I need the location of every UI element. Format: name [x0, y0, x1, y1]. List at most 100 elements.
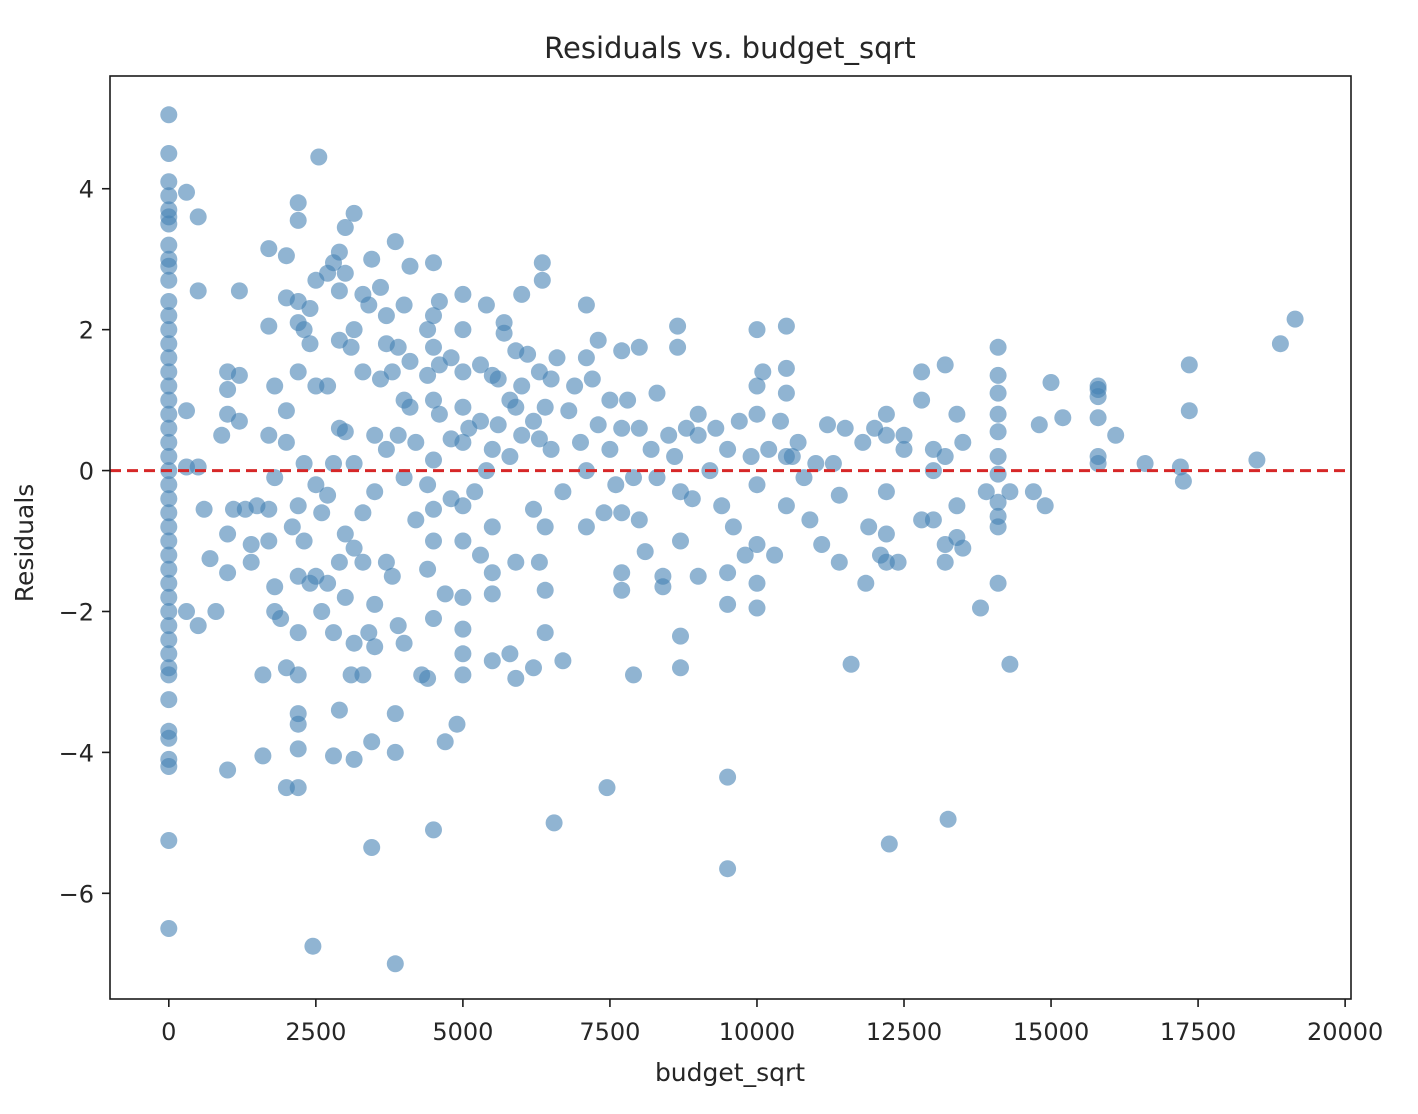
scatter-point — [589, 331, 607, 349]
scatter-point — [160, 321, 178, 339]
scatter-point — [536, 518, 554, 536]
scatter-point — [160, 729, 178, 747]
scatter-point — [395, 634, 413, 652]
scatter-point — [507, 398, 525, 416]
scatter-point — [260, 532, 278, 550]
scatter-point — [466, 483, 484, 501]
scatter-point — [295, 455, 313, 472]
scatter-point — [1042, 374, 1060, 391]
scatter-point — [160, 631, 178, 649]
scatter-point — [160, 363, 178, 381]
scatter-point — [160, 645, 178, 663]
scatter-point — [625, 469, 642, 487]
scatter-point — [501, 448, 519, 465]
scatter-point — [366, 595, 384, 613]
scatter-point — [1089, 455, 1107, 472]
scatter-point — [372, 278, 389, 296]
scatter-point — [336, 219, 354, 236]
scatter-point — [310, 148, 328, 166]
scatter-point — [160, 574, 178, 592]
scatter-point — [613, 564, 631, 582]
scatter-point — [1271, 335, 1289, 353]
scatter-point — [936, 553, 954, 571]
scatter-point — [601, 440, 619, 458]
y-tick-label: 0 — [79, 458, 94, 486]
plot-frame — [109, 75, 1352, 1000]
scatter-point — [507, 669, 525, 687]
scatter-point — [954, 433, 972, 451]
scatter-point — [260, 240, 278, 258]
scatter-point — [630, 511, 648, 529]
y-tick-label: −6 — [59, 880, 94, 908]
scatter-point — [289, 363, 307, 381]
scatter-point — [425, 307, 442, 325]
scatter-point — [363, 733, 381, 751]
scatter-point — [636, 543, 654, 561]
scatter-point — [377, 440, 395, 458]
scatter-point — [536, 624, 554, 642]
scatter-point — [160, 490, 178, 508]
scatter-point — [319, 486, 337, 504]
scatter-point — [178, 183, 195, 201]
scatter-point — [430, 293, 448, 310]
scatter-point — [366, 426, 384, 444]
scatter-point — [160, 832, 178, 849]
scatter-point — [1248, 451, 1266, 469]
scatter-point — [301, 335, 319, 353]
scatter-point — [1030, 416, 1048, 434]
scatter-point — [489, 416, 507, 434]
scatter-point — [613, 342, 631, 360]
scatter-point — [748, 377, 766, 395]
scatter-point — [277, 402, 295, 420]
scatter-point — [160, 173, 178, 191]
scatter-point — [595, 504, 613, 522]
scatter-point — [260, 426, 278, 444]
scatter-point — [254, 747, 272, 765]
scatter-point — [939, 810, 957, 828]
scatter-point — [483, 440, 501, 458]
scatter-point — [742, 448, 760, 465]
scatter-point — [989, 366, 1007, 384]
scatter-point — [954, 539, 972, 557]
scatter-point — [936, 356, 954, 374]
scatter-point — [230, 412, 248, 430]
scatter-point — [160, 603, 178, 620]
x-tick-label: 7500 — [579, 1018, 640, 1046]
scatter-point — [989, 518, 1007, 536]
scatter-point — [160, 666, 178, 684]
scatter-point — [836, 419, 854, 437]
scatter-point — [854, 433, 872, 451]
scatter-point — [266, 578, 284, 596]
scatter-point — [160, 758, 178, 775]
scatter-point — [989, 493, 1007, 511]
scatter-point — [766, 546, 784, 564]
scatter-point — [948, 497, 966, 515]
scatter-point — [577, 349, 595, 367]
scatter-point — [560, 402, 578, 420]
scatter-point — [989, 405, 1007, 423]
scatter-point — [307, 377, 325, 395]
x-tick-label: 5000 — [432, 1018, 493, 1046]
x-tick-label: 10000 — [719, 1018, 795, 1046]
chart-title: Residuals vs. budget_sqrt — [544, 31, 916, 65]
scatter-point — [513, 377, 531, 395]
scatter-point — [819, 416, 836, 434]
scatter-point — [648, 469, 666, 487]
scatter-point — [325, 747, 342, 765]
scatter-point — [319, 574, 337, 592]
scatter-point — [325, 455, 342, 472]
scatter-point — [230, 366, 248, 384]
scatter-point — [525, 500, 542, 518]
scatter-point — [160, 617, 178, 635]
scatter-point — [989, 574, 1007, 592]
scatter-point — [877, 405, 895, 423]
scatter-point — [1054, 409, 1072, 427]
scatter-point — [377, 553, 395, 571]
scatter-point — [630, 419, 648, 437]
scatter-point — [289, 740, 307, 758]
scatter-point — [160, 405, 178, 423]
scatter-point — [1180, 402, 1198, 420]
scatter-point — [383, 363, 401, 381]
scatter-point — [924, 511, 942, 529]
scatter-point — [672, 532, 689, 550]
